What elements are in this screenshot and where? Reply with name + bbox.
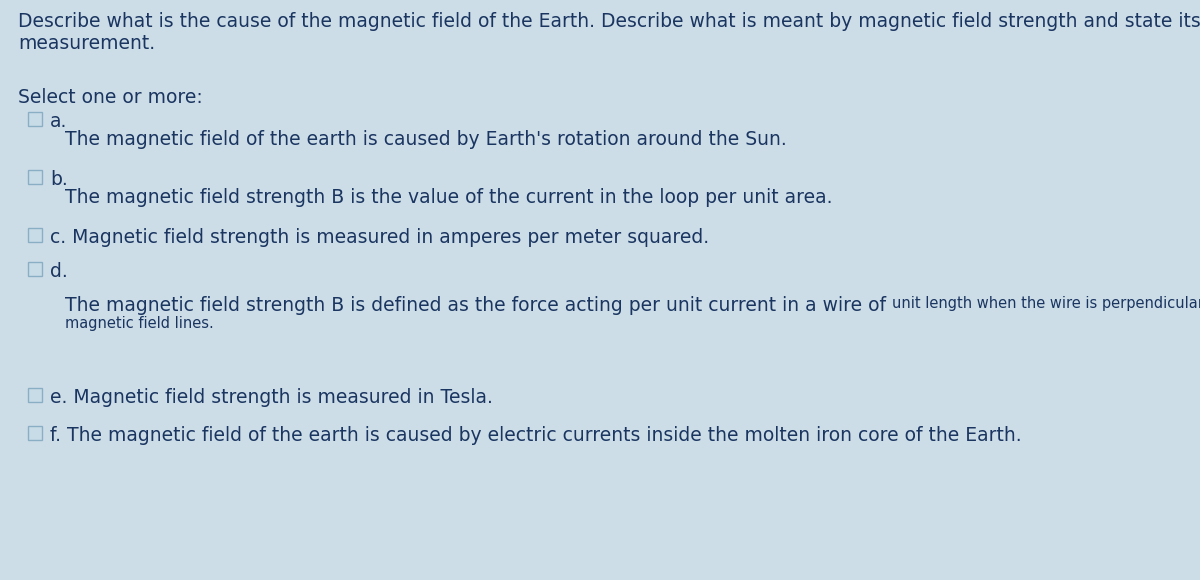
Text: Describe what is the cause of the magnetic field of the Earth. Describe what is : Describe what is the cause of the magnet… bbox=[18, 12, 1200, 31]
Text: The magnetic field of the earth is caused by Earth's rotation around the Sun.: The magnetic field of the earth is cause… bbox=[65, 130, 787, 149]
Text: a.: a. bbox=[50, 112, 67, 131]
FancyBboxPatch shape bbox=[28, 262, 42, 276]
FancyBboxPatch shape bbox=[28, 170, 42, 184]
Text: Select one or more:: Select one or more: bbox=[18, 88, 203, 107]
Text: unit length when the wire is perpendicular to the: unit length when the wire is perpendicul… bbox=[892, 296, 1200, 311]
Text: magnetic field lines.: magnetic field lines. bbox=[65, 316, 214, 331]
Text: c. Magnetic field strength is measured in amperes per meter squared.: c. Magnetic field strength is measured i… bbox=[50, 228, 709, 247]
FancyBboxPatch shape bbox=[28, 228, 42, 242]
Text: b.: b. bbox=[50, 170, 67, 189]
FancyBboxPatch shape bbox=[28, 112, 42, 126]
Text: e. Magnetic field strength is measured in Tesla.: e. Magnetic field strength is measured i… bbox=[50, 388, 493, 407]
Text: The magnetic field strength B is the value of the current in the loop per unit a: The magnetic field strength B is the val… bbox=[65, 188, 833, 207]
FancyBboxPatch shape bbox=[28, 388, 42, 402]
FancyBboxPatch shape bbox=[28, 426, 42, 440]
Text: The magnetic field strength B is defined as the force acting per unit current in: The magnetic field strength B is defined… bbox=[65, 296, 892, 315]
Text: d.: d. bbox=[50, 262, 67, 281]
Text: measurement.: measurement. bbox=[18, 34, 155, 53]
Text: f. The magnetic field of the earth is caused by electric currents inside the mol: f. The magnetic field of the earth is ca… bbox=[50, 426, 1021, 445]
